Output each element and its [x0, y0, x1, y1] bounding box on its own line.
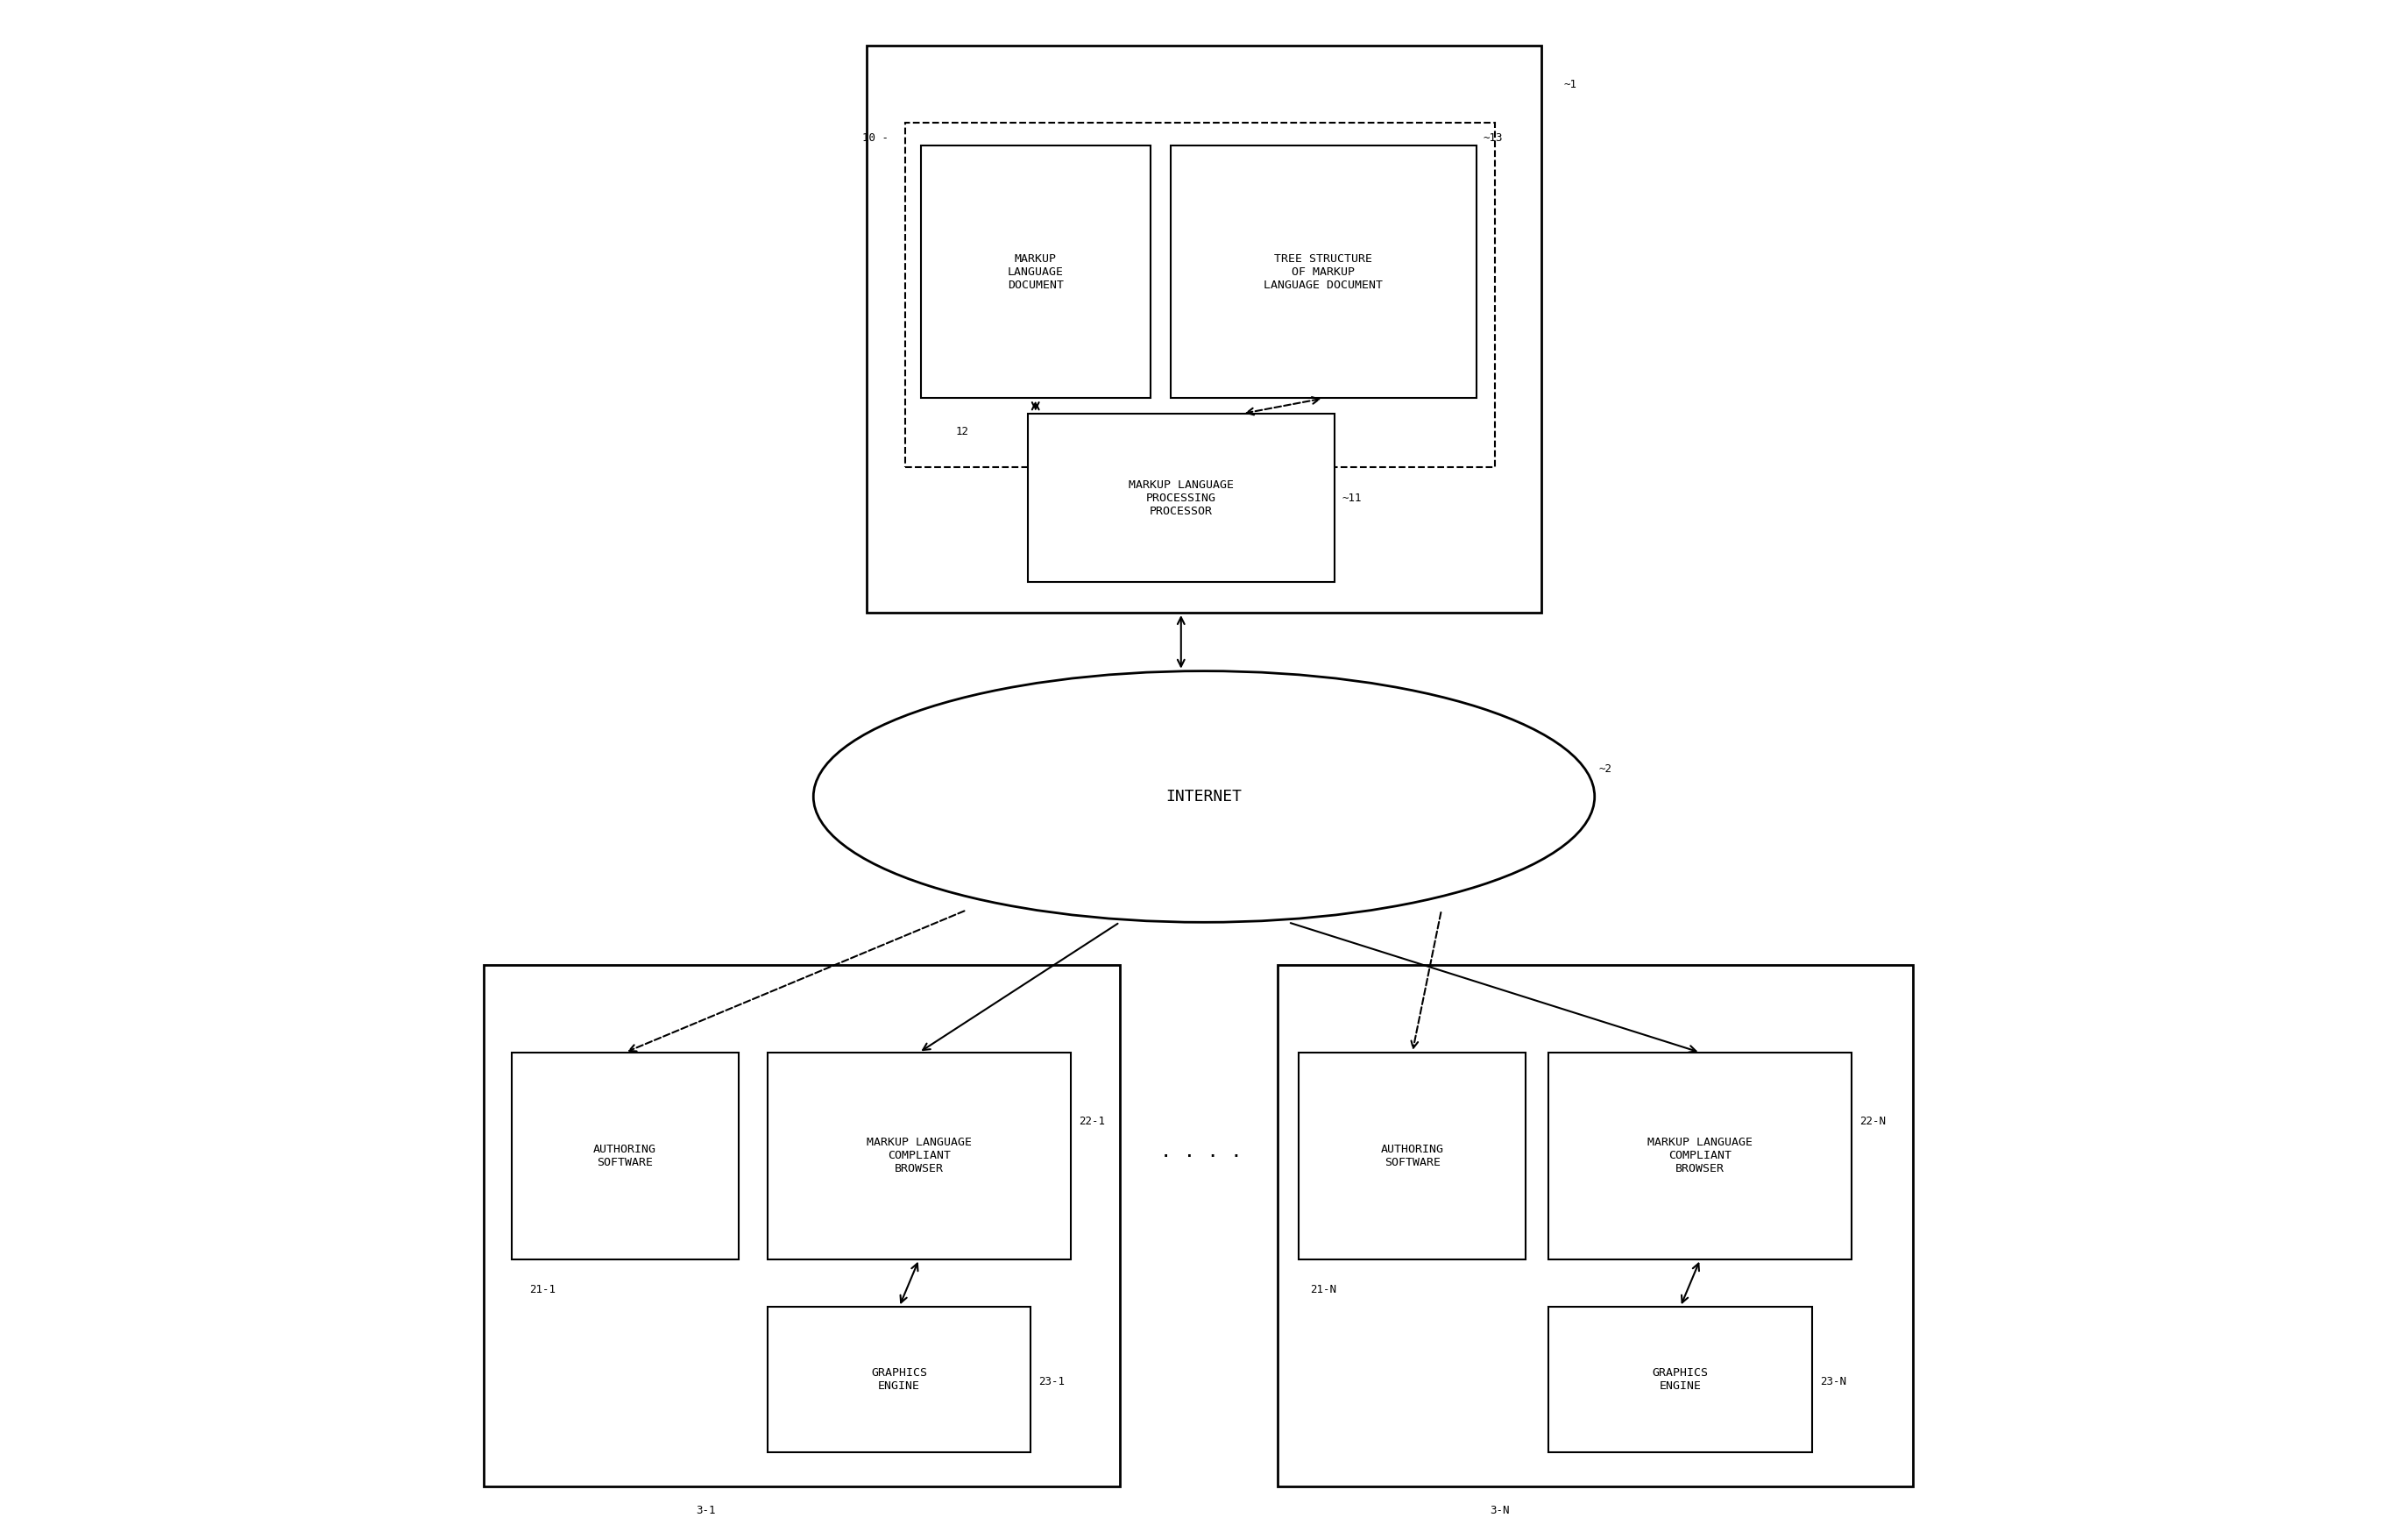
Text: 23-1: 23-1 [1038, 1376, 1064, 1388]
FancyBboxPatch shape [1028, 414, 1334, 582]
FancyBboxPatch shape [1298, 1052, 1527, 1259]
Text: ~1: ~1 [1563, 78, 1577, 90]
Text: 3-N: 3-N [1491, 1504, 1510, 1517]
Text: TREE STRUCTURE
OF MARKUP
LANGUAGE DOCUMENT: TREE STRUCTURE OF MARKUP LANGUAGE DOCUME… [1264, 253, 1382, 291]
Text: ~2: ~2 [1599, 763, 1613, 775]
FancyBboxPatch shape [484, 965, 1120, 1486]
FancyBboxPatch shape [768, 1307, 1031, 1452]
Text: 22-N: 22-N [1859, 1115, 1885, 1128]
Text: 3-1: 3-1 [696, 1504, 715, 1517]
Ellipse shape [814, 671, 1594, 922]
FancyBboxPatch shape [1548, 1307, 1813, 1452]
Text: MARKUP
LANGUAGE
DOCUMENT: MARKUP LANGUAGE DOCUMENT [1007, 253, 1064, 291]
Text: AUTHORING
SOFTWARE: AUTHORING SOFTWARE [592, 1143, 657, 1169]
Text: MARKUP LANGUAGE
COMPLIANT
BROWSER: MARKUP LANGUAGE COMPLIANT BROWSER [867, 1137, 973, 1175]
Text: ~11: ~11 [1341, 492, 1361, 504]
Text: 21-N: 21-N [1310, 1284, 1336, 1296]
FancyBboxPatch shape [905, 123, 1495, 467]
Text: 23-N: 23-N [1820, 1376, 1847, 1388]
FancyBboxPatch shape [1279, 965, 1914, 1486]
FancyBboxPatch shape [510, 1052, 739, 1259]
FancyBboxPatch shape [920, 146, 1151, 398]
Text: 12: 12 [956, 426, 968, 438]
Text: INTERNET: INTERNET [1165, 789, 1243, 804]
Text: 21-1: 21-1 [530, 1284, 556, 1296]
Text: MARKUP LANGUAGE
PROCESSING
PROCESSOR: MARKUP LANGUAGE PROCESSING PROCESSOR [1129, 480, 1233, 516]
FancyBboxPatch shape [1548, 1052, 1852, 1259]
Text: GRAPHICS
ENGINE: GRAPHICS ENGINE [872, 1367, 927, 1393]
Text: MARKUP LANGUAGE
COMPLIANT
BROWSER: MARKUP LANGUAGE COMPLIANT BROWSER [1647, 1137, 1753, 1175]
Text: 22-1: 22-1 [1079, 1115, 1105, 1128]
Text: GRAPHICS
ENGINE: GRAPHICS ENGINE [1652, 1367, 1707, 1393]
FancyBboxPatch shape [768, 1052, 1072, 1259]
Text: . . . .: . . . . [1161, 1143, 1243, 1161]
Text: ~13: ~13 [1483, 132, 1503, 144]
Text: 10 -: 10 - [862, 132, 889, 144]
Text: AUTHORING
SOFTWARE: AUTHORING SOFTWARE [1380, 1143, 1445, 1169]
FancyBboxPatch shape [1170, 146, 1476, 398]
FancyBboxPatch shape [867, 46, 1541, 613]
